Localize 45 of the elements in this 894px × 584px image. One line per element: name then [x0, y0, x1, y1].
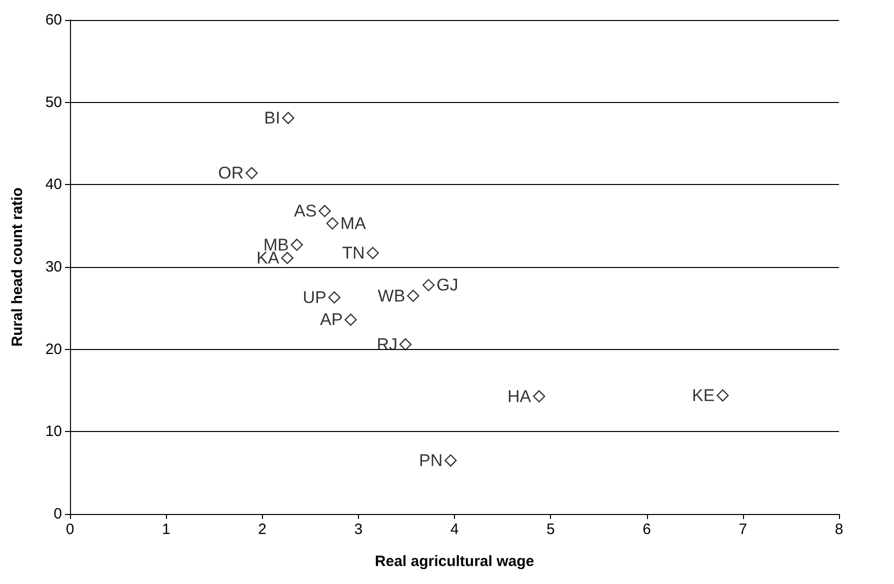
point	[716, 389, 729, 402]
annotation: TN	[342, 244, 365, 263]
annotation: BI	[264, 108, 280, 128]
annotation: AP	[320, 310, 343, 330]
point	[290, 238, 303, 251]
y-axis-title: Rural head count ratio	[9, 187, 26, 347]
annotation: KE	[692, 386, 715, 405]
point	[399, 338, 412, 350]
x-tick-label: 0	[66, 521, 74, 538]
y-tick-label: 30	[45, 258, 62, 276]
annotation: AS	[294, 202, 317, 221]
annotation: GJ	[436, 276, 458, 295]
annotation: PN	[419, 450, 443, 470]
point	[318, 204, 331, 218]
annotation: WB	[378, 286, 406, 306]
x-tick-label: 6	[642, 521, 651, 538]
point	[246, 167, 258, 180]
x-tick-label: 3	[354, 521, 363, 538]
x-tick-label: 7	[738, 521, 748, 538]
point	[344, 314, 357, 326]
y-tick-label: 20	[45, 340, 62, 358]
point	[281, 252, 294, 264]
y-tick-label: 10	[45, 423, 62, 440]
y-tick-label: 0	[54, 506, 62, 522]
point	[326, 217, 339, 230]
y-tick-label: 40	[45, 176, 62, 194]
y-tick-label: 50	[45, 94, 62, 111]
x-tick-label: 2	[258, 521, 266, 538]
point	[444, 454, 457, 467]
annotation: OR	[218, 164, 244, 183]
x-tick-label: 1	[162, 521, 170, 538]
point	[532, 390, 546, 402]
annotation: HA	[507, 386, 532, 406]
point	[282, 112, 294, 124]
y-tick-label: 60	[45, 12, 62, 28]
point	[422, 279, 435, 292]
annotation: UP	[302, 288, 326, 307]
point	[407, 290, 420, 302]
annotation: MA	[340, 214, 367, 233]
x-tick-label: 8	[834, 521, 844, 538]
x-tick-label: 4	[450, 521, 459, 538]
x-tick-label: 5	[546, 521, 555, 538]
x-axis-title: Real agricultural wage	[374, 553, 534, 570]
point	[366, 246, 379, 260]
point	[328, 291, 340, 304]
